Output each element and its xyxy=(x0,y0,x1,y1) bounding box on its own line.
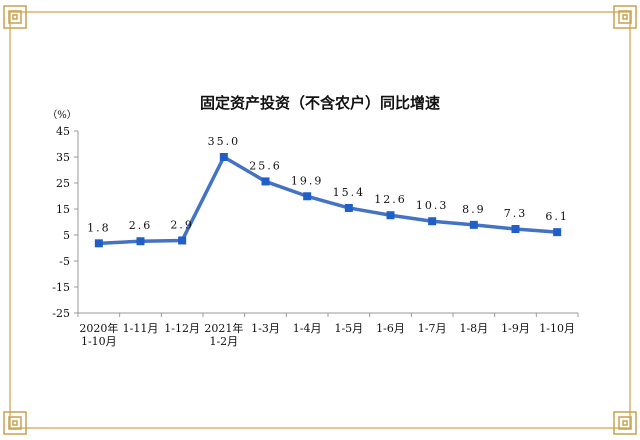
chart-title: 固定资产投资（不含农户）同比增速 xyxy=(200,94,440,112)
x-tick-label: 1-7月 xyxy=(418,322,447,335)
x-tick-label: 1-8月 xyxy=(459,322,488,335)
y-tick-label: 35 xyxy=(56,151,70,164)
y-tick-label: -25 xyxy=(52,307,70,320)
x-tick-label: 2020年 1-10月 xyxy=(79,321,118,348)
data-point-marker xyxy=(94,239,103,248)
data-point-marker xyxy=(511,225,520,234)
x-tick-label: 1-11月 xyxy=(123,322,159,335)
data-label: 8.9 xyxy=(462,203,486,216)
corner-ornament-bottom-left xyxy=(3,411,27,435)
y-tick-label: -5 xyxy=(59,255,70,268)
data-label: 19.9 xyxy=(291,174,324,187)
y-tick-label: -15 xyxy=(52,281,70,294)
data-point-marker xyxy=(553,228,562,237)
corner-ornament-top-left xyxy=(3,5,27,29)
data-label: 25.6 xyxy=(249,159,282,172)
y-tick-label: 15 xyxy=(56,203,70,216)
data-point-marker xyxy=(386,211,395,220)
x-tick-label: 1-4月 xyxy=(293,322,322,335)
x-tick-label: 1-6月 xyxy=(376,322,405,335)
y-axis-unit-label: （%） xyxy=(47,109,77,121)
data-label: 1.8 xyxy=(87,221,111,234)
data-point-marker xyxy=(219,153,228,161)
data-point-marker xyxy=(303,192,312,201)
x-tick-label: 1-3月 xyxy=(251,322,280,335)
data-point-marker xyxy=(178,236,187,245)
data-point-marker xyxy=(344,203,353,212)
data-point-marker xyxy=(428,217,437,226)
x-tick-label: 1-5月 xyxy=(334,322,363,335)
data-label: 7.3 xyxy=(504,207,528,220)
data-label: 35.0 xyxy=(208,135,241,148)
data-label: 6.1 xyxy=(545,210,569,223)
data-point-marker xyxy=(136,237,145,246)
y-tick-label: 25 xyxy=(56,177,70,190)
corner-ornament-top-right xyxy=(613,5,637,29)
y-tick-label: 45 xyxy=(56,125,70,138)
x-tick-label: 2021年 1-2月 xyxy=(204,321,243,348)
data-label: 10.3 xyxy=(416,199,449,212)
corner-ornament-bottom-right xyxy=(613,411,637,435)
x-tick-label: 1-12月 xyxy=(164,322,200,335)
data-label: 2.6 xyxy=(129,219,153,232)
data-label: 12.6 xyxy=(374,193,407,206)
y-tick-label: 5 xyxy=(63,229,70,242)
data-point-marker xyxy=(261,177,270,186)
data-label: 2.9 xyxy=(170,218,194,231)
data-label: 15.4 xyxy=(333,186,366,199)
x-tick-label: 1-9月 xyxy=(501,322,530,335)
data-point-marker xyxy=(469,220,478,229)
series-line xyxy=(98,155,558,246)
x-tick-label: 1-10月 xyxy=(539,322,575,335)
